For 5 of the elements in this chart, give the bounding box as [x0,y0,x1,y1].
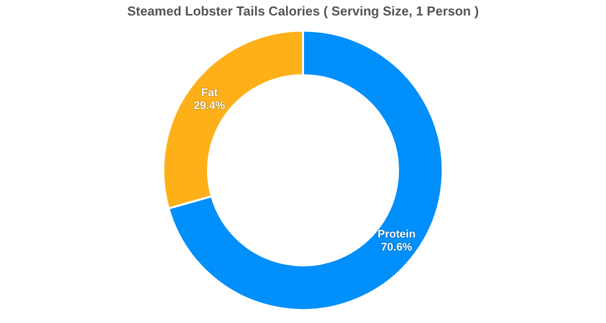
data-label: 29.4% [194,100,226,112]
slice-label: Fat [201,87,218,100]
chart-title: Steamed Lobster Tails Calories ( Serving Size, 1 Person ) [127,3,479,18]
data-label: 70.6% [381,242,412,254]
slice-label: Protein [378,228,416,241]
